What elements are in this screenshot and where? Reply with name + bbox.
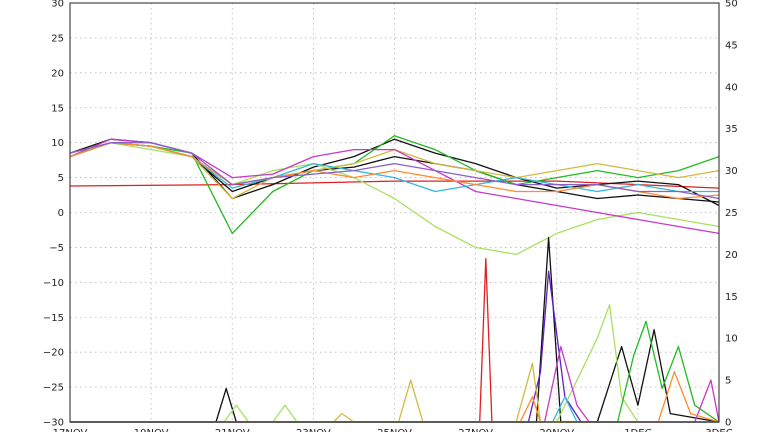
y-right-tick-label: 50 (725, 0, 738, 10)
x-tick-label: 27NOV (458, 428, 493, 432)
plot-frame (69, 2, 720, 423)
y-right-tick-label: 0 (725, 418, 731, 429)
series-line-left-9 (69, 142, 720, 200)
y-right-tick-label: 45 (725, 40, 738, 51)
series-line-left-5 (69, 142, 720, 256)
y-left-tick-label: 5 (58, 173, 64, 184)
left-axis-tick-labels: 30 25 20 15 10 5 0 −5 −10 −15 −20 −25 −30 (43, 0, 64, 429)
y-left-tick-label: −5 (49, 243, 64, 254)
y-left-tick-label: 10 (51, 138, 64, 149)
x-tick-label: 17NOV (53, 428, 88, 432)
x-tick-label: 1DEC (624, 428, 651, 432)
grid-lines (69, 2, 720, 423)
y-right-tick-label: 5 (725, 376, 731, 387)
y-right-tick-label: 10 (725, 334, 738, 345)
y-right-tick-label: 30 (725, 166, 738, 177)
series-line-left-10 (69, 142, 720, 200)
y-left-tick-label: 25 (51, 33, 64, 44)
y-left-tick-label: 30 (51, 0, 64, 10)
y-right-tick-label: 20 (725, 250, 738, 261)
y-left-tick-label: −10 (43, 278, 64, 289)
y-left-tick-label: 20 (51, 68, 64, 79)
y-left-tick-label: −20 (43, 348, 64, 359)
x-axis-tick-labels: 17NOV 19NOV 21NOV 23NOV 25NOV 27NOV 29NOV 1DEC 3… (53, 428, 733, 432)
y-right-tick-label: 25 (725, 208, 738, 219)
series-line-right-15 (70, 320, 720, 423)
y-right-tick-label: 40 (725, 82, 738, 93)
x-tick-label: 21NOV (215, 428, 250, 432)
x-tick-label: 25NOV (377, 428, 412, 432)
x-tick-label: 23NOV (296, 428, 331, 432)
series-line-right-17 (70, 345, 720, 423)
y-left-tick-label: 15 (51, 103, 64, 114)
x-tick-label: 29NOV (539, 428, 574, 432)
y-right-tick-label: 35 (725, 124, 738, 135)
series-line-left-4 (69, 135, 720, 235)
left-axis-series (69, 135, 720, 256)
x-tick-label: 3DEC (705, 428, 732, 432)
series-line-right-16 (70, 362, 719, 423)
y-left-tick-label: −15 (43, 313, 64, 324)
x-tick-label: 19NOV (134, 428, 169, 432)
y-left-tick-label: −25 (43, 383, 64, 394)
y-left-tick-label: −30 (43, 418, 64, 429)
y-right-tick-label: 15 (725, 292, 738, 303)
y-left-tick-label: 0 (58, 208, 64, 219)
